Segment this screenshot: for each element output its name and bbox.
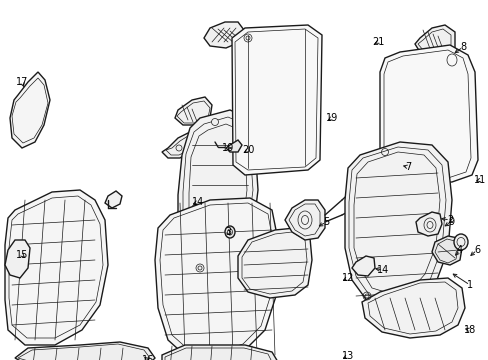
Text: 21: 21 bbox=[371, 37, 384, 47]
Ellipse shape bbox=[453, 234, 467, 250]
Text: 16: 16 bbox=[142, 355, 154, 360]
Polygon shape bbox=[361, 278, 464, 338]
Polygon shape bbox=[15, 342, 155, 360]
Ellipse shape bbox=[196, 264, 203, 272]
Polygon shape bbox=[105, 191, 122, 208]
Polygon shape bbox=[379, 45, 477, 185]
Polygon shape bbox=[351, 256, 374, 276]
Text: 14: 14 bbox=[191, 197, 203, 207]
Text: 9: 9 bbox=[447, 217, 453, 227]
Polygon shape bbox=[231, 25, 321, 175]
Text: 2: 2 bbox=[446, 215, 452, 225]
Polygon shape bbox=[369, 155, 391, 173]
Text: 5: 5 bbox=[322, 217, 328, 227]
Polygon shape bbox=[178, 110, 258, 282]
Polygon shape bbox=[203, 22, 244, 48]
Ellipse shape bbox=[211, 118, 218, 126]
Polygon shape bbox=[238, 228, 311, 298]
Polygon shape bbox=[394, 98, 419, 120]
Polygon shape bbox=[414, 25, 454, 60]
Polygon shape bbox=[345, 142, 451, 308]
Polygon shape bbox=[225, 140, 242, 152]
Text: 3: 3 bbox=[224, 227, 231, 237]
Polygon shape bbox=[431, 236, 461, 265]
Text: 17: 17 bbox=[16, 77, 28, 87]
Text: 20: 20 bbox=[242, 145, 254, 155]
Text: 12: 12 bbox=[341, 273, 353, 283]
Polygon shape bbox=[285, 200, 325, 240]
Ellipse shape bbox=[224, 226, 235, 238]
Polygon shape bbox=[5, 240, 30, 278]
Text: 1: 1 bbox=[466, 280, 472, 290]
Text: 4: 4 bbox=[456, 245, 462, 255]
Polygon shape bbox=[162, 345, 278, 360]
Text: 15: 15 bbox=[16, 250, 28, 260]
Text: 7: 7 bbox=[404, 162, 410, 172]
Polygon shape bbox=[155, 198, 278, 360]
Polygon shape bbox=[162, 132, 196, 158]
Polygon shape bbox=[5, 190, 108, 345]
Text: 19: 19 bbox=[325, 113, 337, 123]
Polygon shape bbox=[10, 72, 50, 148]
Text: 14: 14 bbox=[376, 265, 388, 275]
Text: 13: 13 bbox=[341, 351, 353, 360]
Polygon shape bbox=[175, 97, 212, 125]
Text: 18: 18 bbox=[463, 325, 475, 335]
Polygon shape bbox=[415, 212, 441, 236]
Text: 11: 11 bbox=[473, 175, 485, 185]
Text: 8: 8 bbox=[459, 42, 465, 52]
Text: 10: 10 bbox=[222, 143, 234, 153]
Text: 6: 6 bbox=[473, 245, 479, 255]
